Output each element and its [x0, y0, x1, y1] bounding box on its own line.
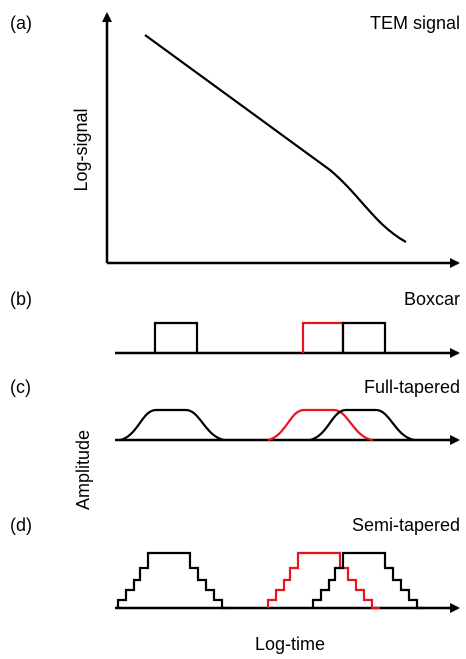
- tapered-window: [119, 408, 226, 442]
- panel-title: Boxcar: [404, 289, 460, 309]
- panel-label: (d): [10, 515, 32, 535]
- tapered-window: [309, 408, 416, 442]
- semi-tapered-window: [311, 551, 425, 610]
- tapered-window: [267, 408, 374, 442]
- signal-curve: [144, 34, 407, 243]
- boxcar-window: [301, 321, 345, 353]
- semi-tapered-window: [266, 551, 380, 610]
- boxcar-window: [153, 321, 199, 353]
- panel-title: TEM signal: [370, 13, 460, 33]
- panel-title: Semi-tapered: [352, 515, 460, 535]
- axis-label: Log-time: [255, 634, 325, 654]
- panel-label: (b): [10, 289, 32, 309]
- panel-label: (a): [10, 13, 32, 33]
- semi-tapered-window: [116, 551, 230, 610]
- axis-label: Log-signal: [71, 108, 91, 191]
- panel-title: Full-tapered: [364, 377, 460, 397]
- panel-label: (c): [10, 377, 31, 397]
- axis-label: Amplitude: [73, 430, 93, 510]
- boxcar-window: [341, 321, 387, 353]
